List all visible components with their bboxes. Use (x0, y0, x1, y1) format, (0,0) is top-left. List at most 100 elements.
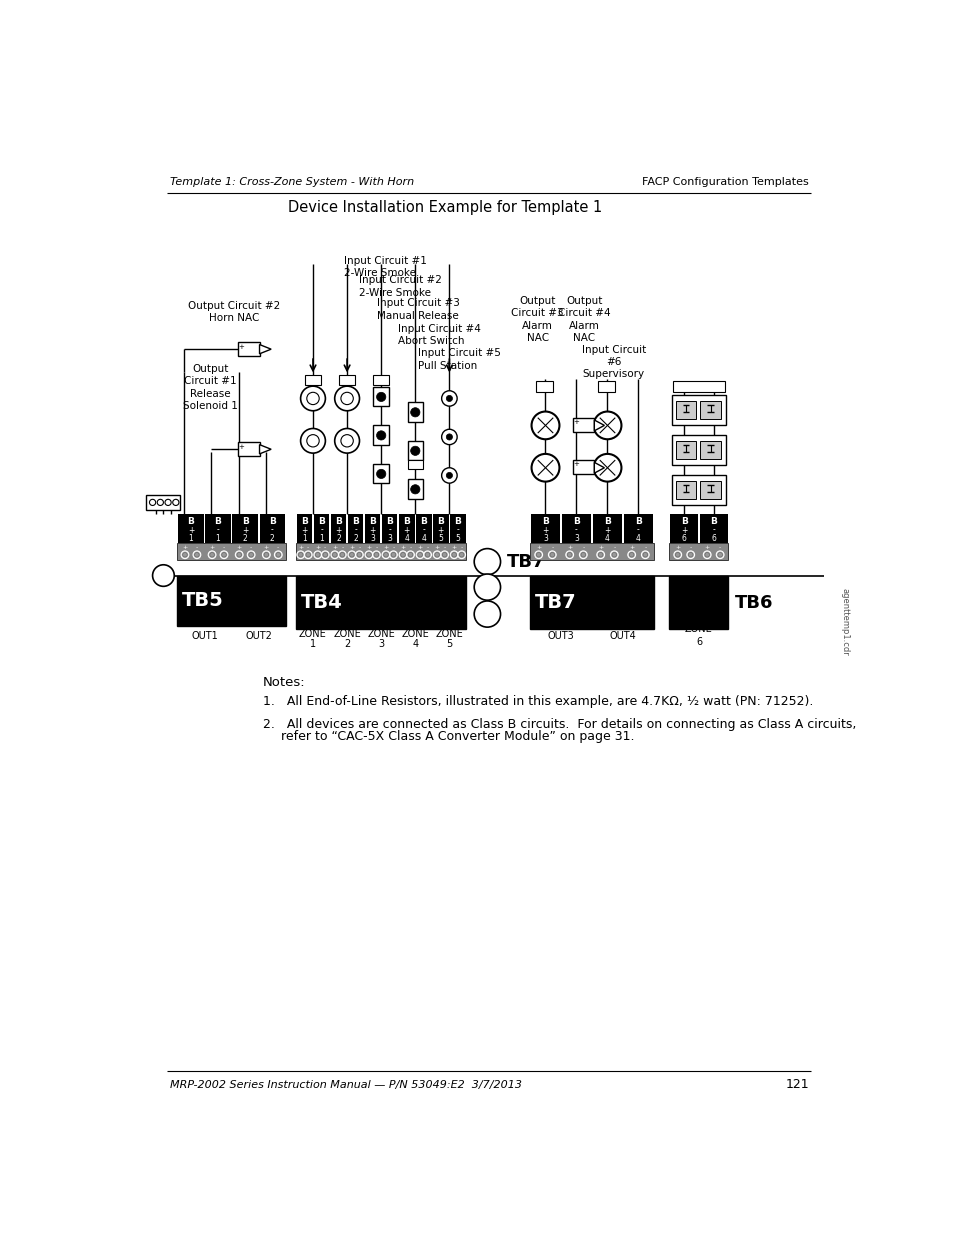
Bar (381, 514, 397, 543)
Bar (536, 380, 553, 391)
Text: +: + (188, 526, 193, 535)
Circle shape (433, 551, 440, 558)
Text: +: + (437, 526, 443, 535)
Circle shape (423, 551, 431, 558)
Text: -: - (195, 546, 198, 551)
Circle shape (383, 552, 388, 557)
Text: ZONE: ZONE (436, 629, 463, 638)
Text: -: - (216, 526, 219, 535)
Text: Input Circuit
#6
Supervisory: Input Circuit #6 Supervisory (581, 345, 645, 379)
Text: +: + (603, 526, 610, 535)
Circle shape (264, 552, 269, 557)
Text: B: B (301, 517, 308, 526)
Bar (670, 514, 698, 543)
Text: 3: 3 (377, 638, 384, 650)
Text: -: - (422, 526, 425, 535)
Text: 1: 1 (215, 534, 220, 543)
Circle shape (249, 552, 253, 557)
Circle shape (365, 551, 373, 558)
Text: OUT3: OUT3 (547, 631, 574, 641)
Text: B: B (241, 517, 249, 526)
Text: -: - (712, 526, 715, 535)
Circle shape (597, 551, 604, 558)
Text: +: + (366, 546, 371, 551)
Circle shape (340, 393, 353, 405)
Text: -: - (643, 546, 646, 551)
Text: 121: 121 (784, 1078, 808, 1091)
Text: +: + (598, 546, 602, 551)
Circle shape (321, 551, 329, 558)
Bar (373, 425, 389, 445)
Text: TB4: TB4 (300, 593, 342, 613)
Text: -: - (271, 526, 274, 535)
Text: 4: 4 (412, 638, 418, 650)
Circle shape (296, 551, 304, 558)
Circle shape (391, 552, 395, 557)
Text: 5: 5 (455, 534, 460, 543)
Text: +: + (434, 546, 439, 551)
Text: 1: 1 (189, 534, 193, 543)
Circle shape (275, 552, 280, 557)
Text: +: + (383, 546, 388, 551)
Circle shape (446, 433, 452, 440)
Bar (530, 576, 654, 630)
Bar (407, 479, 422, 499)
Circle shape (474, 548, 500, 574)
Text: 1: 1 (310, 638, 315, 650)
Text: Output
Circuit #3
Alarm
NAC: Output Circuit #3 Alarm NAC (511, 296, 563, 343)
Text: +: + (237, 443, 244, 450)
Text: +: + (349, 546, 355, 551)
Circle shape (593, 411, 620, 440)
Text: B: B (709, 517, 717, 526)
Circle shape (150, 499, 155, 505)
Text: -: - (456, 526, 458, 535)
Circle shape (565, 551, 573, 558)
Text: Input Circuit #3
Manual Release: Input Circuit #3 Manual Release (377, 299, 459, 321)
Text: +: + (536, 546, 540, 551)
Circle shape (536, 552, 540, 557)
Text: ZONE: ZONE (367, 629, 395, 638)
Text: TB5: TB5 (182, 592, 224, 610)
Bar (671, 435, 725, 466)
Bar (433, 514, 448, 543)
Circle shape (389, 551, 397, 558)
Bar (675, 441, 695, 459)
Text: -: - (581, 546, 584, 551)
Bar (237, 342, 259, 356)
Text: 4: 4 (404, 534, 409, 543)
Circle shape (441, 390, 456, 406)
Bar (178, 514, 204, 543)
Text: +: + (566, 546, 572, 551)
Text: +: + (704, 546, 709, 551)
Circle shape (531, 411, 558, 440)
Text: agenttemp1.cdr: agenttemp1.cdr (840, 588, 848, 656)
Circle shape (640, 551, 648, 558)
Bar (700, 480, 720, 499)
Circle shape (435, 552, 439, 557)
Bar (671, 474, 725, 505)
Circle shape (535, 551, 542, 558)
Bar (675, 401, 695, 419)
Text: B: B (352, 517, 358, 526)
Circle shape (531, 454, 558, 482)
Circle shape (323, 552, 327, 557)
Text: 1: 1 (319, 534, 324, 543)
Text: +: + (332, 546, 337, 551)
Circle shape (274, 551, 282, 558)
Text: -: - (689, 546, 691, 551)
Bar (561, 514, 591, 543)
Circle shape (450, 551, 457, 558)
Text: MRP-2002 Series Instruction Manual — P/N 53049:E2  3/7/2013: MRP-2002 Series Instruction Manual — P/N… (171, 1079, 522, 1089)
Bar (416, 514, 431, 543)
Bar (295, 543, 466, 561)
Circle shape (373, 551, 380, 558)
Text: -: - (575, 526, 578, 535)
Circle shape (349, 552, 354, 557)
Circle shape (410, 484, 419, 494)
Bar (365, 514, 380, 543)
Bar (671, 395, 725, 425)
Text: TB7: TB7 (534, 593, 576, 613)
Text: 1.   All End-of-Line Resistors, illustrated in this example, are 4.7KΩ, ½ watt (: 1. All End-of-Line Resistors, illustrate… (262, 695, 812, 708)
Text: -: - (388, 526, 391, 535)
Circle shape (152, 564, 174, 587)
